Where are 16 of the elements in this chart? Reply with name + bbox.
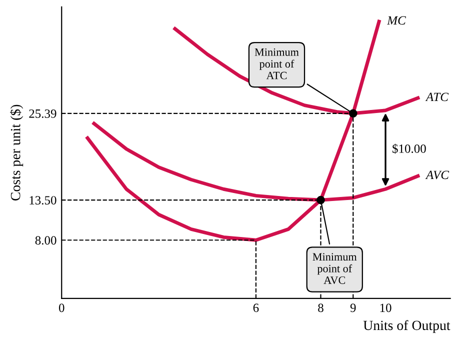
x-tick-label: 0	[58, 304, 64, 312]
series-label: MC	[386, 16, 406, 25]
y-tick-label: 13.50	[30, 196, 56, 205]
annotation: $10.00	[392, 144, 426, 154]
y-tick-label: 25.39	[29, 109, 56, 118]
x-tick-label: 10	[380, 304, 392, 312]
series-label: ATC	[425, 92, 449, 102]
x-tick-label: 9	[350, 304, 356, 312]
x-tick-label: 8	[318, 304, 324, 312]
series-label: AVC	[425, 170, 450, 180]
x-axis-title: Units of Output	[363, 320, 450, 333]
x-tick-label: 6	[253, 304, 259, 312]
y-tick-label: 8.00	[35, 236, 56, 245]
y-axis-title: Costs per unit ($)	[10, 104, 24, 201]
annotation: Minimum point of AVC	[312, 253, 357, 284]
annotation: Minimum point of ATC	[254, 48, 299, 80]
